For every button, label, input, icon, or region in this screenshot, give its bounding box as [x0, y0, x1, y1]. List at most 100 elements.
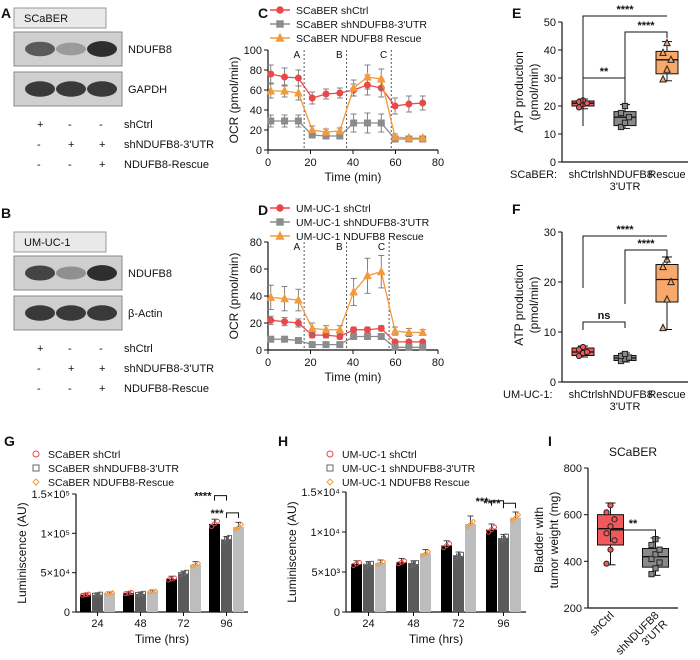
box — [655, 50, 679, 75]
panel-letter: I — [548, 433, 552, 449]
bar — [498, 538, 509, 612]
legend-marker — [326, 450, 334, 458]
bar — [178, 573, 189, 612]
sign-mark: + — [99, 363, 105, 375]
bar — [209, 523, 220, 612]
significance-bracket — [226, 512, 239, 518]
y-axis-label: OCR (pmol/min) — [227, 57, 241, 144]
y-tick-label: 1.5×10⁵ — [31, 489, 70, 501]
data-point — [308, 94, 316, 102]
injection-marker-label: B — [336, 242, 343, 253]
y-label-line: ATP production — [512, 264, 526, 346]
y-tick-label: 5×10⁴ — [40, 568, 70, 580]
legend-label: SCaBER shNDUFB8-3'UTR — [296, 19, 427, 31]
y-axis-label: ATP production(pmol/min) — [512, 51, 541, 133]
data-point — [138, 591, 143, 597]
data-point — [404, 132, 414, 142]
category-label-line: shCtrl — [569, 389, 598, 401]
y-tick-label: 30 — [544, 73, 556, 85]
y-tick-label: 20 — [544, 101, 556, 113]
y-tick-label: 200 — [564, 603, 582, 615]
cell-line-box — [13, 231, 107, 253]
sign-mark: - — [99, 119, 103, 131]
sign-mark: + — [99, 383, 105, 395]
y-tick-label: 20 — [544, 277, 556, 289]
bar — [363, 564, 374, 612]
data-point — [369, 560, 374, 566]
condition-label: NDUFB8-Rescue — [124, 159, 209, 171]
injection-marker-label: C — [378, 242, 385, 253]
x-tick-label: 60 — [389, 357, 401, 369]
data-point — [267, 335, 275, 343]
significance-label: **** — [616, 4, 634, 16]
data-point — [418, 327, 428, 336]
blot-band — [87, 81, 117, 97]
data-point — [391, 343, 399, 351]
data-point — [667, 55, 675, 63]
legend-label: SCaBER shNDUFB8-3'UTR — [48, 463, 179, 475]
data-point — [129, 590, 134, 596]
data-point — [350, 326, 358, 334]
y-tick-label: 60 — [250, 264, 262, 276]
bar — [375, 563, 386, 612]
legend-label: SCaBER shCtrl — [48, 449, 120, 461]
legend-marker — [32, 464, 40, 472]
y-tick-label: 40 — [544, 45, 556, 57]
data-point — [617, 123, 625, 131]
data-point — [178, 572, 183, 578]
legend-marker — [276, 20, 284, 28]
significance-label: ns — [598, 310, 611, 322]
y-label-line: (pmol/min) — [527, 277, 541, 334]
significance-bracket — [582, 321, 626, 330]
data-point — [86, 591, 91, 597]
data-point — [266, 85, 276, 95]
x-axis-label: Time (hrs) — [409, 632, 463, 646]
sign-mark: - — [68, 343, 72, 355]
panel-letter: G — [4, 433, 15, 449]
data-point — [464, 523, 471, 530]
y-label-line: ATP production — [512, 51, 526, 133]
y-tick-label: 10 — [544, 327, 556, 339]
bar — [135, 593, 146, 612]
legend-marker — [276, 6, 284, 14]
data-point — [492, 524, 497, 530]
blot-label: NDUFB8 — [128, 268, 172, 280]
legend-label: SCaBER NDUFB8-Rescue — [48, 477, 174, 489]
cell-line-label: SCaBER — [24, 13, 68, 25]
sign-mark: + — [68, 363, 74, 375]
y-tick-label: 0 — [64, 607, 70, 619]
data-point — [280, 293, 289, 303]
data-point — [603, 530, 610, 537]
data-point — [418, 132, 428, 142]
significance-bracket — [582, 15, 667, 126]
data-point — [363, 71, 372, 81]
data-point — [235, 524, 242, 530]
cell-line-label: UM-UC-1 — [24, 237, 70, 249]
data-point — [336, 341, 344, 349]
injection-marker-label: A — [293, 242, 300, 253]
legend-marker — [326, 478, 334, 486]
injection-marker-label: A — [293, 50, 300, 61]
bar — [221, 539, 232, 612]
bar — [408, 564, 419, 612]
data-point — [405, 100, 413, 108]
blot-band — [25, 81, 55, 97]
category-label-line: 3'UTR — [610, 181, 641, 193]
panel-letter: C — [258, 5, 268, 21]
x-tick-label: 0 — [265, 357, 271, 369]
y-tick-label: 10 — [544, 129, 556, 141]
data-point — [652, 565, 659, 572]
data-point — [281, 335, 289, 343]
legend-marker — [276, 204, 284, 212]
significance-bracket — [582, 235, 667, 288]
category-label-line: shNDUFB8 — [597, 389, 653, 401]
data-point — [648, 555, 655, 563]
y-tick-label: 1.5×10⁴ — [301, 487, 340, 499]
sign-mark: + — [37, 119, 43, 131]
condition-label: shCtrl — [124, 119, 153, 131]
data-point — [659, 74, 667, 83]
legend-label: UM-UC-1 NDUFB8 Rescue — [342, 477, 470, 489]
blot-band — [25, 305, 55, 321]
